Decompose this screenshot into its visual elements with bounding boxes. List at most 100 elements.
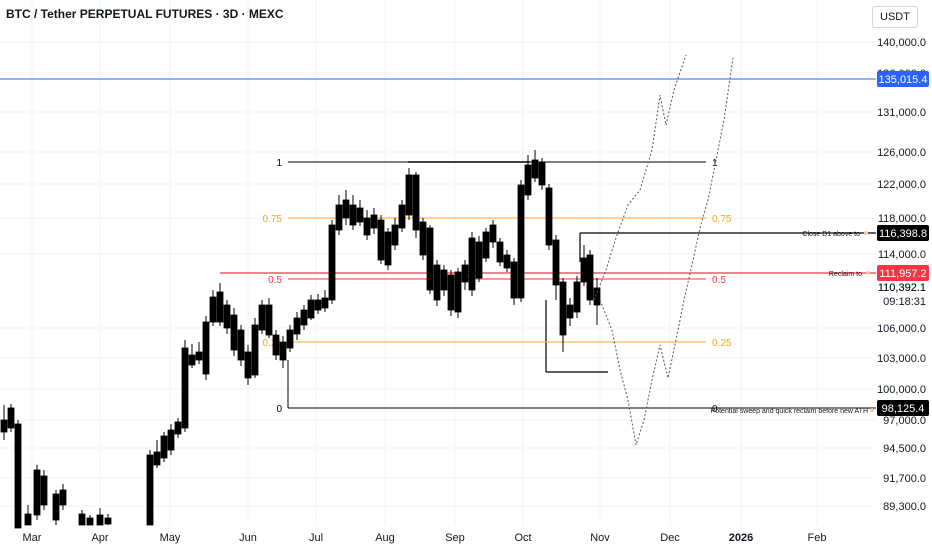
candle-body	[195, 351, 203, 361]
price-label-text: 135,015.4	[879, 74, 928, 86]
fib-level-label-left: 0.75	[263, 214, 283, 225]
x-tick-label: Aug	[375, 532, 395, 544]
candle-body	[286, 329, 294, 349]
candle-body	[293, 317, 301, 335]
candle-body	[391, 224, 399, 246]
y-tick-label: 91,700.0	[883, 473, 926, 485]
x-tick-label: Feb	[808, 532, 827, 544]
projection-line	[593, 54, 687, 301]
currency-selector[interactable]: USDT	[872, 6, 918, 28]
candle-body	[384, 231, 392, 266]
label-dot	[866, 271, 870, 275]
candle-body	[531, 159, 539, 179]
candle-body	[447, 274, 455, 311]
candle-body	[279, 341, 287, 361]
price-label-bg	[877, 265, 929, 281]
candle-body	[573, 281, 581, 313]
fib-level-label-right: 0.75	[712, 214, 732, 225]
annotation-text: Reclaim to	[829, 271, 862, 278]
candle-body	[153, 451, 161, 466]
candle-body	[160, 435, 168, 459]
candle-body	[230, 314, 238, 351]
candle-body	[335, 204, 343, 231]
y-tick-label: 94,500.0	[883, 443, 926, 455]
y-tick-label: 106,000.0	[877, 323, 926, 335]
candle-body	[412, 174, 420, 231]
fib-level-label-left: 1	[276, 158, 282, 169]
x-tick-label: Jun	[239, 532, 257, 544]
candle-body	[482, 231, 490, 259]
candle-body	[363, 217, 371, 236]
candle-body	[33, 469, 41, 516]
x-tick-label: Oct	[514, 532, 531, 544]
fib-level-label-left: 0.5	[268, 275, 282, 286]
x-axis: Mar Apr May Jun Jul Aug Sep Oct Nov Dec 2026 Feb	[23, 532, 827, 544]
price-label-text: 111,957.2	[879, 268, 926, 280]
price-label-text: 116,398.8	[879, 228, 927, 240]
x-tick-label: 2026	[729, 532, 753, 544]
fib-level-label-right: 1	[712, 158, 718, 169]
chart-title: BTC / Tether PERPETUAL FUTURES · 3D · ME…	[6, 7, 284, 21]
fib-level-label-left: 0	[276, 404, 282, 415]
candle-body	[356, 207, 364, 223]
candle-body	[342, 199, 350, 219]
y-tick-label: 126,000.0	[877, 147, 926, 159]
y-tick-label: 89,300.0	[883, 501, 926, 513]
candle-body	[265, 304, 273, 336]
candle-body	[377, 219, 385, 261]
label-dot	[870, 408, 874, 412]
y-tick-label: 140,000.0	[877, 37, 926, 49]
price-label-text: 98,125.4	[882, 403, 925, 415]
candle-body	[545, 187, 553, 246]
candle-body	[78, 513, 86, 526]
fib-level-label-left: 0.25	[263, 338, 283, 349]
candle-body	[59, 489, 67, 506]
candle-body	[174, 421, 182, 435]
candle-body	[475, 241, 483, 279]
y-tick-label: 122,000.0	[877, 179, 926, 191]
candle-body	[328, 224, 336, 301]
price-label-bg	[877, 400, 929, 416]
projection-path	[593, 54, 734, 446]
candle-body	[314, 299, 322, 311]
y-tick-label: 114,000.0	[878, 249, 926, 261]
candle-body	[538, 161, 546, 186]
candle-body	[405, 174, 413, 216]
candle-body	[216, 291, 224, 323]
price-label-bg	[877, 225, 929, 241]
candle-body	[52, 493, 60, 521]
candle-body	[237, 329, 245, 361]
candle-body	[349, 204, 357, 226]
annotation-text: Close D1 above to	[802, 231, 860, 238]
candle-body	[524, 164, 532, 196]
label-dot	[864, 231, 868, 235]
candle-body	[559, 281, 567, 336]
candle-body	[188, 354, 196, 366]
price-label-text: 09:18:31	[883, 296, 926, 308]
candle-body	[209, 296, 217, 323]
candle-body	[24, 513, 32, 526]
candle-body	[552, 239, 560, 286]
y-tick-label: 103,000.0	[877, 353, 926, 365]
x-tick-label: Mar	[23, 532, 42, 544]
x-tick-label: Jul	[309, 532, 323, 544]
x-tick-label: Sep	[445, 532, 465, 544]
y-tick-label: 97,000.0	[883, 415, 926, 427]
candle-body	[398, 204, 406, 229]
candle-body	[586, 254, 594, 301]
candle-body	[251, 324, 259, 376]
candle-body	[503, 254, 511, 269]
projection-line	[599, 57, 734, 446]
candle-body	[580, 257, 588, 283]
candle-body	[258, 304, 266, 331]
candle-body	[146, 454, 154, 526]
x-tick-label: Dec	[660, 532, 680, 544]
horizontal-levels: 1 1 0.75 0.75 0.5 0.5 0.25 0.25 0 0 Close D1 above…	[0, 78, 876, 415]
candle-body	[181, 347, 189, 429]
candle-body	[426, 227, 434, 291]
candle-body	[223, 304, 231, 329]
x-tick-label: May	[160, 532, 181, 544]
candle-body	[86, 517, 94, 526]
fib-level-label-right: 0	[712, 404, 718, 415]
